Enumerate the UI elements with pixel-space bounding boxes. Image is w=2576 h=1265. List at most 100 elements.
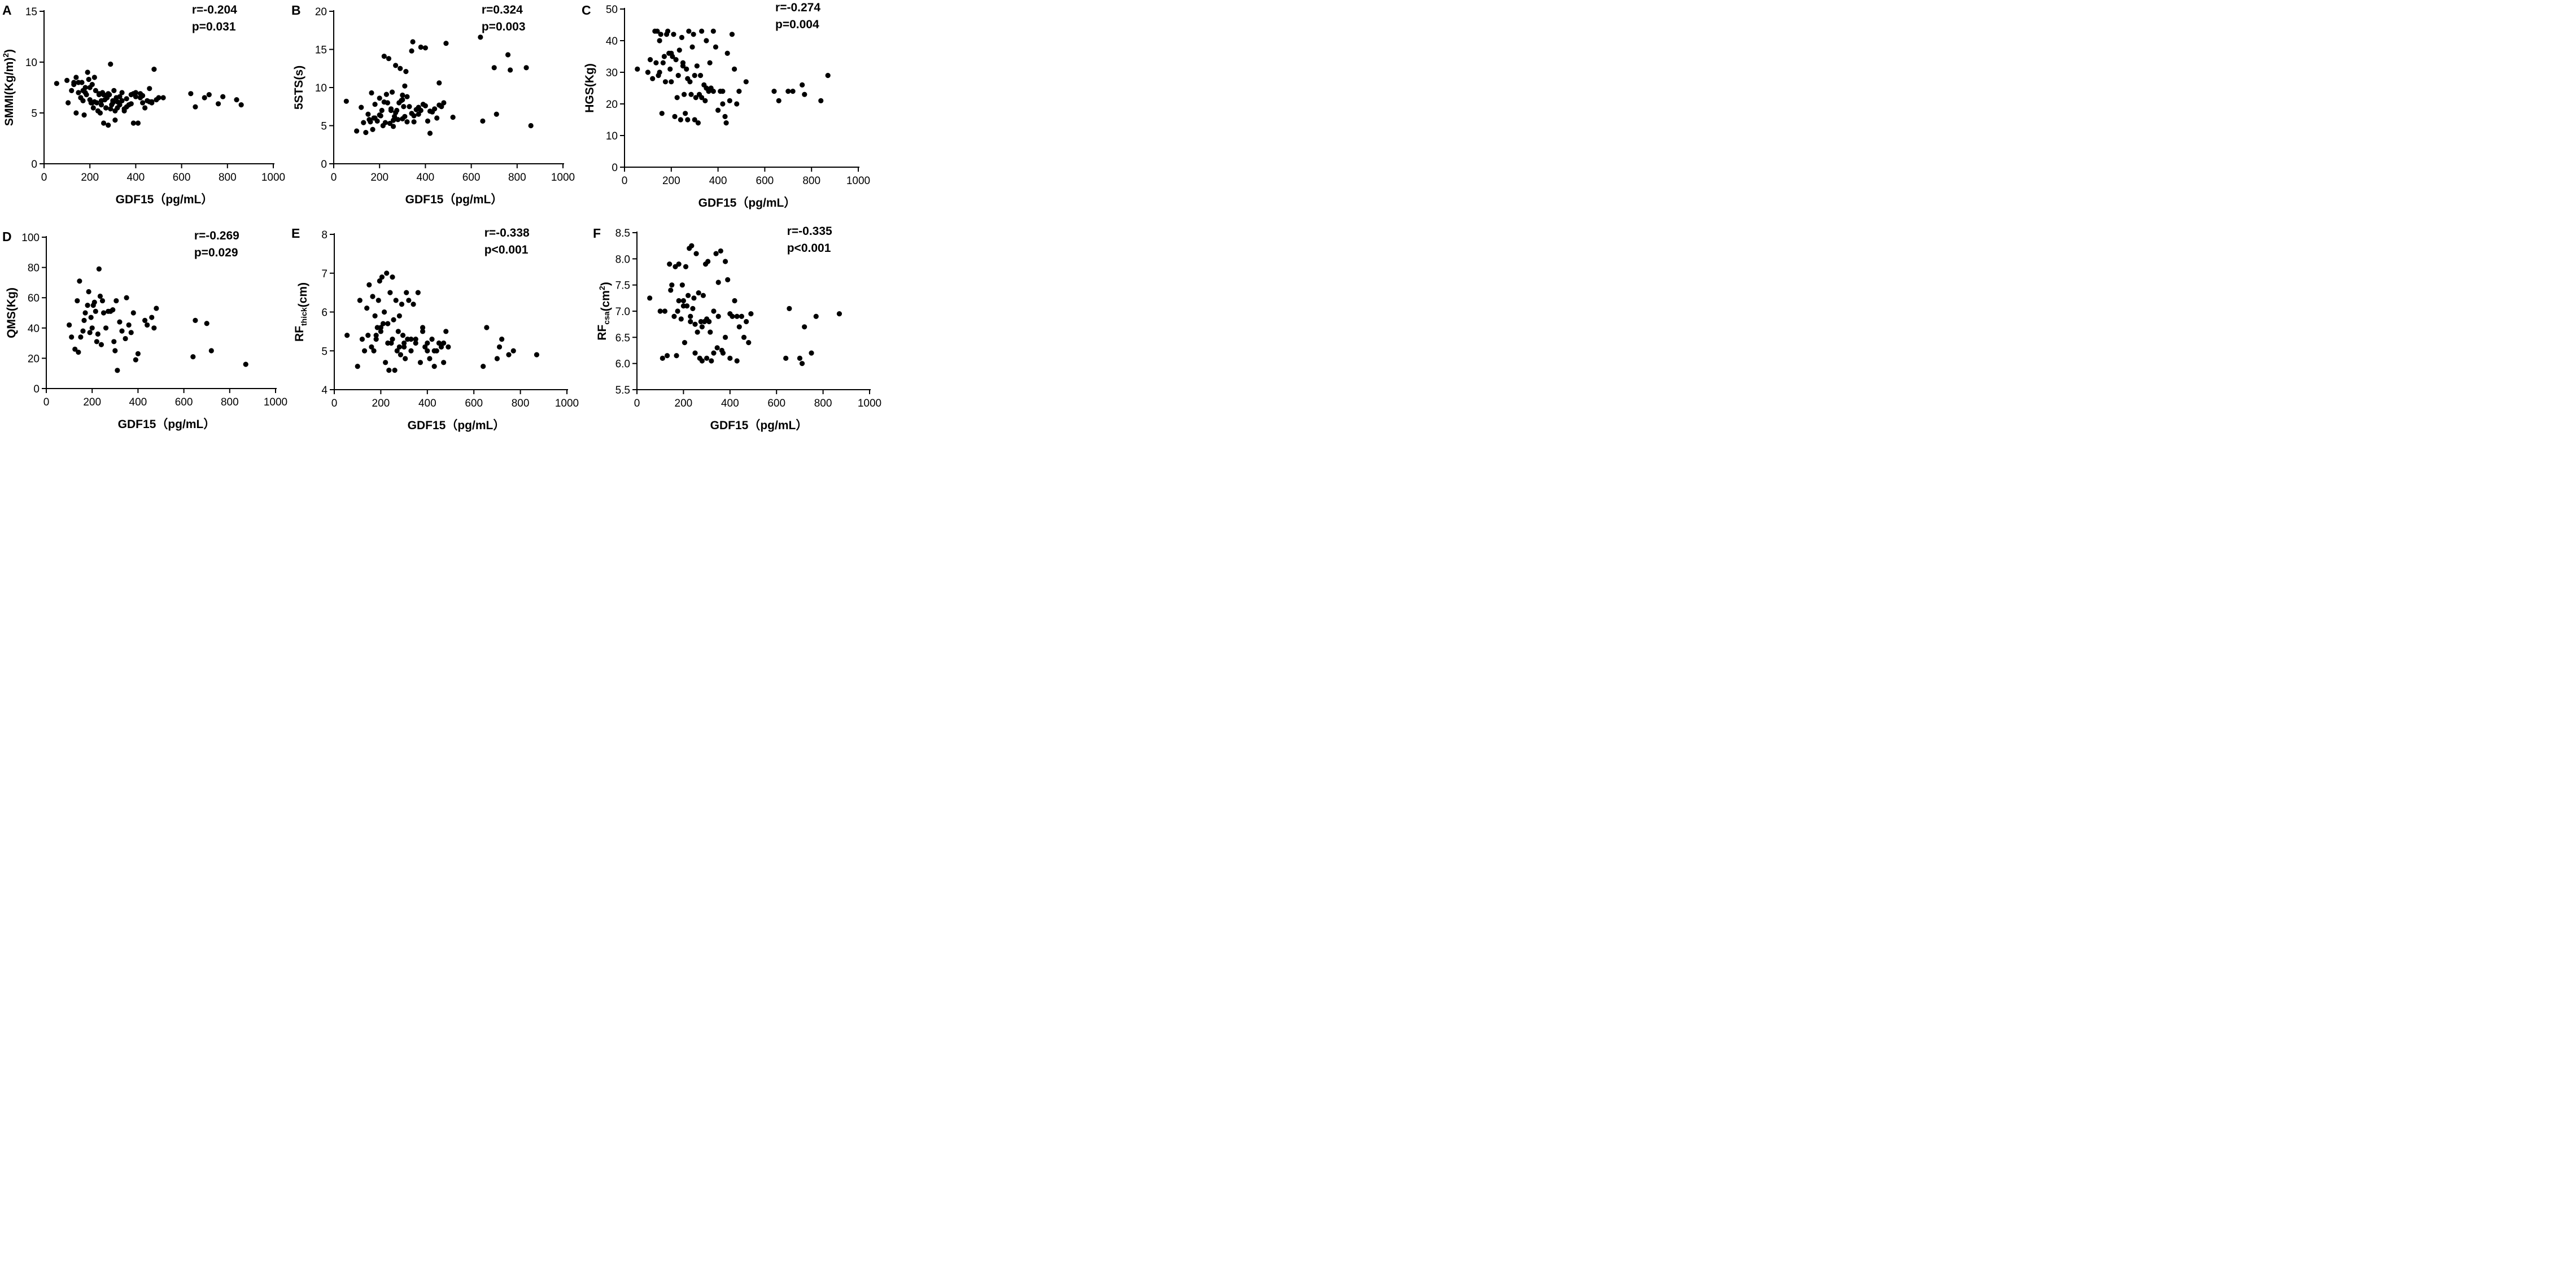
data-point	[149, 99, 155, 104]
x-axis-title: GDF15（pg/mL）	[118, 417, 216, 431]
y-tick-label: 30	[606, 67, 618, 79]
data-point	[126, 322, 132, 328]
x-tick-label: 0	[43, 396, 50, 408]
data-point	[365, 111, 371, 117]
data-point	[361, 120, 366, 125]
stat-p: p<0.001	[484, 243, 529, 256]
y-axis-title: QMS(Kg)	[5, 287, 18, 338]
data-point	[399, 302, 405, 307]
data-point	[710, 89, 716, 94]
panel-letter: F	[593, 226, 601, 241]
data-point	[97, 293, 103, 299]
data-point	[404, 94, 410, 99]
panel-letter: D	[2, 229, 12, 244]
data-point	[505, 52, 511, 58]
data-point	[679, 282, 685, 288]
x-tick-label: 800	[512, 398, 530, 409]
x-tick-label: 1000	[261, 172, 285, 184]
data-point	[112, 117, 118, 123]
panel-b: B 0 200 400 600 800 1000 0 5 10 15 20 GDF15（pg/mL） 5S…	[291, 3, 575, 206]
data-point	[359, 337, 365, 342]
data-point	[688, 91, 694, 97]
data-point	[398, 352, 404, 357]
data-point	[674, 353, 679, 359]
data-point	[692, 117, 697, 123]
x-tick-label: 800	[508, 172, 526, 184]
data-point	[813, 313, 819, 319]
data-point	[135, 120, 141, 126]
data-point	[797, 355, 802, 361]
data-point	[106, 91, 111, 97]
data-point	[117, 94, 123, 99]
x-tick-label: 800	[802, 175, 820, 187]
data-point	[142, 317, 148, 324]
x-tick-label: 200	[675, 398, 693, 409]
data-point	[149, 315, 155, 320]
data-point	[436, 340, 442, 346]
data-point	[383, 91, 389, 97]
y-tick-label: 0	[31, 159, 37, 171]
data-point	[72, 346, 78, 352]
x-tick-label: 1000	[846, 175, 870, 187]
data-point	[675, 308, 680, 314]
data-point	[108, 106, 113, 112]
data-point	[661, 54, 667, 59]
data-point	[825, 73, 831, 78]
y-tick-label: 5	[321, 121, 327, 133]
data-point	[101, 92, 107, 98]
x-tick-label: 400	[418, 398, 436, 409]
data-point	[403, 69, 409, 75]
data-point	[108, 62, 113, 67]
data-point	[669, 50, 674, 56]
data-point	[243, 361, 248, 367]
data-point	[103, 325, 109, 331]
data-point	[480, 118, 486, 124]
data-point	[667, 261, 673, 267]
data-point	[372, 115, 378, 121]
y-tick-label: 0	[33, 383, 40, 395]
data-point	[94, 339, 99, 344]
data-point	[727, 355, 733, 361]
data-point	[802, 324, 807, 330]
data-point	[690, 306, 696, 311]
y-axis-title-part: csa	[602, 311, 611, 325]
data-point	[376, 298, 381, 303]
data-point	[707, 60, 713, 66]
y-tick-label: 20	[315, 6, 327, 18]
y-tick-label: 7.0	[615, 306, 630, 318]
data-point	[676, 47, 682, 53]
data-point	[722, 334, 728, 340]
data-point	[115, 368, 120, 373]
data-point	[387, 290, 393, 295]
y-tick-label: 0	[321, 159, 327, 171]
y-tick-label: 8.0	[615, 254, 630, 265]
data-point	[371, 348, 377, 354]
x-tick-label: 400	[417, 172, 435, 184]
data-point	[106, 123, 111, 128]
data-point	[130, 310, 136, 316]
data-point	[395, 329, 401, 334]
data-point	[678, 316, 684, 322]
data-point	[99, 298, 106, 304]
data-point	[417, 360, 423, 365]
data-point	[145, 322, 150, 328]
data-point	[727, 311, 733, 317]
data-point	[691, 295, 697, 301]
data-point	[90, 105, 96, 111]
data-point	[720, 101, 726, 107]
data-point	[381, 99, 387, 105]
data-point	[645, 69, 650, 75]
data-point	[494, 356, 500, 361]
data-point	[151, 325, 157, 331]
y-tick-label: 40	[28, 323, 40, 335]
data-point	[657, 38, 662, 43]
data-point	[714, 345, 720, 351]
x-tick-label: 1000	[264, 396, 287, 408]
data-point	[691, 32, 696, 37]
data-point	[660, 355, 665, 361]
data-point	[85, 303, 90, 308]
data-point	[103, 105, 109, 111]
data-point	[370, 294, 376, 299]
data-point	[80, 98, 86, 103]
data-point	[673, 57, 679, 63]
